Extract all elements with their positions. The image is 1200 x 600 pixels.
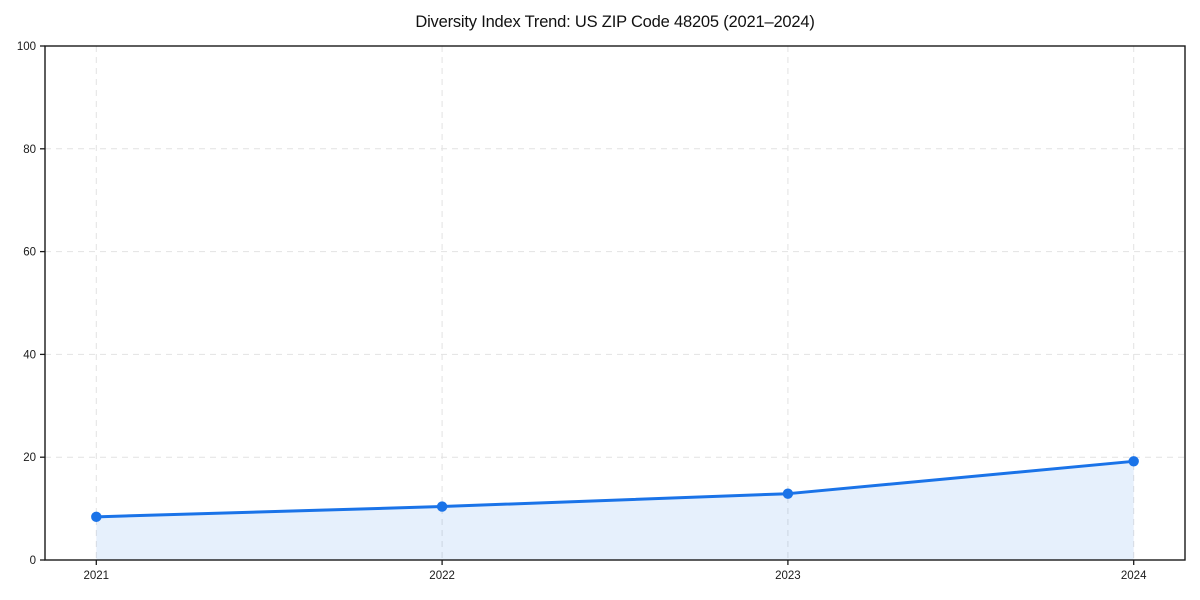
trend-line <box>94 459 1136 519</box>
data-point-marker <box>782 488 794 499</box>
x-tick-label: 2023 <box>775 570 801 582</box>
x-tick-label: 2024 <box>1121 570 1147 582</box>
y-tick-label: 20 <box>23 452 36 464</box>
y-tick-label: 100 <box>17 41 36 53</box>
x-tick-label: 2022 <box>429 570 455 582</box>
data-point-marker <box>1128 456 1139 467</box>
x-tick-label: 2021 <box>84 570 110 582</box>
y-tick-label: 40 <box>23 349 36 361</box>
data-point-marker <box>91 511 102 523</box>
y-tick-label: 80 <box>23 144 36 156</box>
chart-title: Diversity Index Trend: US ZIP Code 48205… <box>415 13 815 31</box>
y-tick-label: 60 <box>23 247 36 259</box>
data-point-marker <box>436 501 448 512</box>
axis-frame <box>44 45 1186 561</box>
y-tick-label: 0 <box>30 555 36 567</box>
